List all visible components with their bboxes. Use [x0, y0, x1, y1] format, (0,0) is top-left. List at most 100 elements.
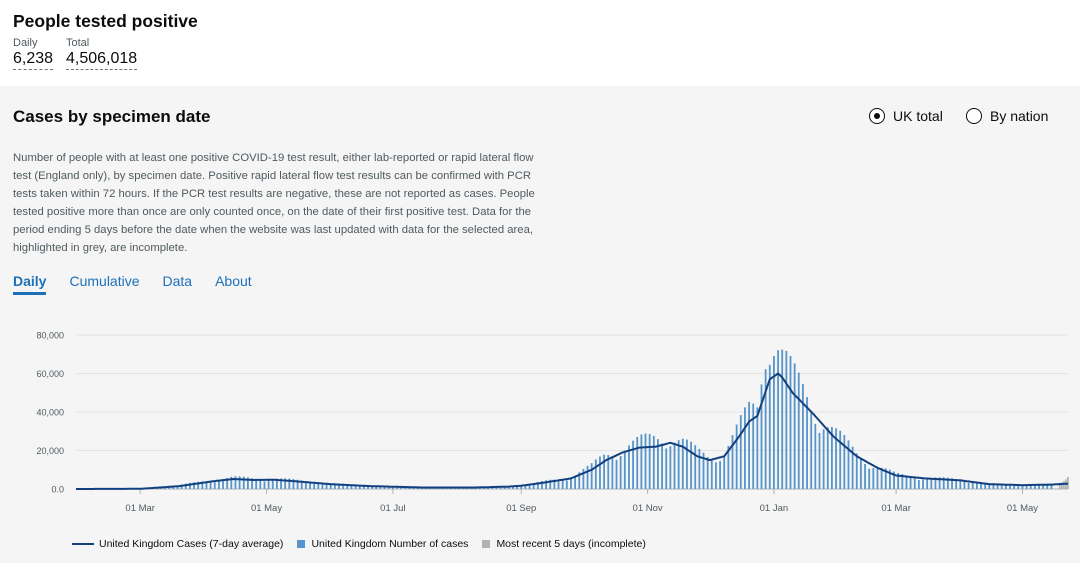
case-bar — [619, 456, 622, 489]
y-tick-label: 0.0 — [51, 485, 64, 495]
case-bar — [1046, 483, 1049, 489]
cases-chart: 0.0 20,000 40,000 60,000 80,000 01 Mar 01 May 0… — [36, 331, 1069, 514]
case-bar — [557, 479, 560, 489]
radio-uk-label: UK total — [893, 108, 943, 124]
case-bar — [300, 480, 303, 489]
case-bar — [234, 476, 237, 489]
case-bar — [876, 467, 879, 489]
case-bar — [615, 459, 618, 489]
tab-daily[interactable]: Daily — [13, 273, 47, 295]
case-bar — [880, 467, 883, 489]
case-bar — [847, 440, 850, 489]
headline-section: People tested positive Daily 6,238 Total… — [0, 0, 1080, 86]
case-bar — [756, 407, 759, 489]
case-bar — [586, 465, 589, 489]
case-bar — [304, 481, 307, 489]
case-bar — [930, 477, 933, 489]
case-bar — [777, 350, 779, 489]
case-bar — [325, 483, 328, 489]
total-value[interactable]: 4,506,018 — [66, 50, 138, 70]
daily-value[interactable]: 6,238 — [13, 50, 54, 70]
case-bar — [582, 468, 585, 489]
tab-about[interactable]: About — [215, 273, 252, 289]
x-tick-label: 01 Jan — [760, 503, 789, 514]
case-bar — [793, 363, 796, 489]
case-bar — [677, 440, 680, 489]
case-bar — [1038, 484, 1040, 489]
case-bar — [321, 483, 324, 489]
case-bar — [888, 469, 891, 489]
y-tick-label: 40,000 — [36, 408, 64, 418]
case-bar — [271, 479, 274, 489]
x-tick-label: 01 Mar — [125, 503, 155, 514]
case-bar — [201, 481, 204, 489]
card-description: Number of people with at least one posit… — [13, 152, 535, 254]
case-bar — [536, 481, 539, 489]
case-bar — [831, 427, 833, 489]
case-bar — [512, 486, 514, 489]
case-bar — [959, 480, 962, 489]
incomplete-bar — [1058, 482, 1061, 489]
radio-selected-icon[interactable] — [869, 108, 885, 124]
case-bar — [545, 480, 548, 489]
case-bar — [284, 478, 287, 489]
legend-item-average[interactable]: United Kingdom Cases (7-day average) — [72, 538, 283, 550]
legend-item-incomplete[interactable]: Most recent 5 days (incomplete) — [482, 538, 646, 550]
case-bar — [835, 428, 837, 489]
case-bar — [735, 424, 738, 489]
case-bar — [648, 434, 651, 489]
case-bar — [789, 356, 792, 489]
legend-item-cases[interactable]: United Kingdom Number of cases — [297, 538, 468, 550]
case-bar — [1017, 485, 1020, 489]
chart-tabs: Daily Cumulative Data About — [13, 273, 275, 295]
case-bar — [1021, 485, 1024, 489]
case-bar — [864, 463, 866, 489]
case-bar — [594, 459, 597, 489]
y-tick-label: 20,000 — [36, 446, 64, 456]
case-bar — [917, 480, 920, 489]
case-bar — [1025, 485, 1028, 489]
case-bar — [963, 481, 966, 489]
case-bar — [719, 461, 721, 489]
case-bar — [768, 364, 771, 489]
case-bar — [652, 435, 655, 489]
case-bar — [855, 453, 858, 489]
case-bar — [744, 407, 746, 489]
case-bar — [657, 439, 659, 489]
radio-uk-total[interactable]: UK total — [869, 108, 943, 124]
case-bar — [909, 476, 912, 489]
headline-title: People tested positive — [13, 11, 198, 31]
x-tick-label: 01 Sep — [506, 503, 536, 514]
case-bar — [313, 483, 316, 489]
case-bar — [661, 443, 663, 489]
case-bar — [238, 476, 241, 489]
case-bar — [773, 355, 775, 489]
legend-label-cases: United Kingdom Number of cases — [311, 538, 469, 550]
radio-unselected-icon[interactable] — [966, 108, 982, 124]
tab-cumulative[interactable]: Cumulative — [69, 273, 140, 289]
case-bar — [251, 478, 253, 489]
case-bar — [992, 483, 995, 489]
case-bar — [955, 479, 958, 489]
case-bar — [267, 480, 270, 489]
case-bar — [342, 483, 345, 489]
tab-data[interactable]: Data — [162, 273, 193, 289]
case-bar — [980, 482, 982, 489]
case-bar — [984, 482, 987, 489]
case-bar — [246, 477, 249, 489]
daily-metric: Daily 6,238 — [13, 37, 54, 70]
case-bar — [706, 456, 709, 489]
case-bar — [379, 486, 382, 489]
case-bar — [371, 486, 374, 489]
case-bar — [781, 349, 784, 489]
case-bar — [628, 445, 630, 489]
case-bar — [988, 483, 991, 489]
case-bar — [561, 479, 564, 489]
case-bar — [851, 446, 854, 489]
case-bar — [532, 482, 535, 489]
y-tick-label: 60,000 — [36, 369, 64, 379]
case-bar — [603, 454, 606, 489]
radio-by-nation[interactable]: By nation — [966, 108, 1048, 124]
total-label: Total — [66, 37, 90, 49]
case-bar — [996, 483, 999, 489]
